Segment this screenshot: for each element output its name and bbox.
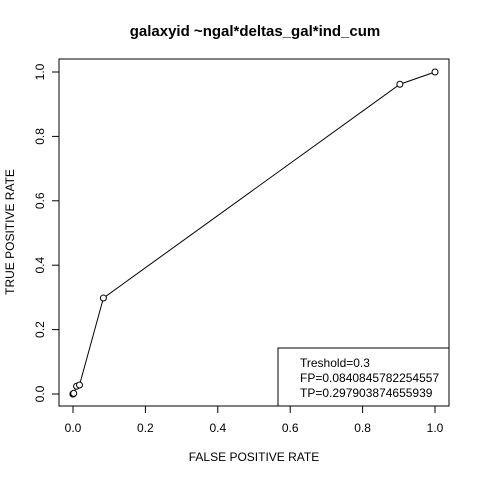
legend-tp: TP=0.297903874655939 [300,386,433,400]
x-tick-label: 0.2 [137,421,154,435]
x-tick-label: 0.0 [65,421,82,435]
legend-fp: FP=0.0840845782254557 [300,371,439,385]
chart-title: galaxyid ~ngal*deltas_gal*ind_cum [130,23,381,40]
x-tick-label: 1.0 [427,421,444,435]
roc-point [70,389,78,397]
roc-point [76,381,84,389]
x-tick-label: 0.6 [282,421,299,435]
x-axis-label: FALSE POSITIVE RATE [189,450,319,464]
roc-line [72,71,436,395]
y-axis-label: TRUE POSITIVE RATE [3,169,17,295]
y-axis: 0.0 0.2 0.4 0.6 0.8 1.0 [33,63,60,402]
roc-series [69,68,439,398]
legend-threshold: Treshold=0.3 [300,356,370,370]
y-tick-label: 0.2 [33,321,47,338]
y-tick-label: 0.4 [33,257,47,274]
roc-point [431,68,439,76]
roc-point [99,294,107,302]
y-tick-label: 0.8 [33,128,47,145]
legend: Treshold=0.3 FP=0.0840845782254557 TP=0.… [277,347,450,407]
y-tick-label: 0.0 [33,385,47,402]
x-tick-label: 0.4 [209,421,226,435]
legend-box [277,347,450,407]
y-tick-label: 1.0 [33,63,47,80]
x-tick-label: 0.8 [354,421,371,435]
roc-point [396,80,404,88]
x-axis: 0.0 0.2 0.4 0.6 0.8 1.0 [65,405,444,435]
y-tick-label: 0.6 [33,192,47,209]
